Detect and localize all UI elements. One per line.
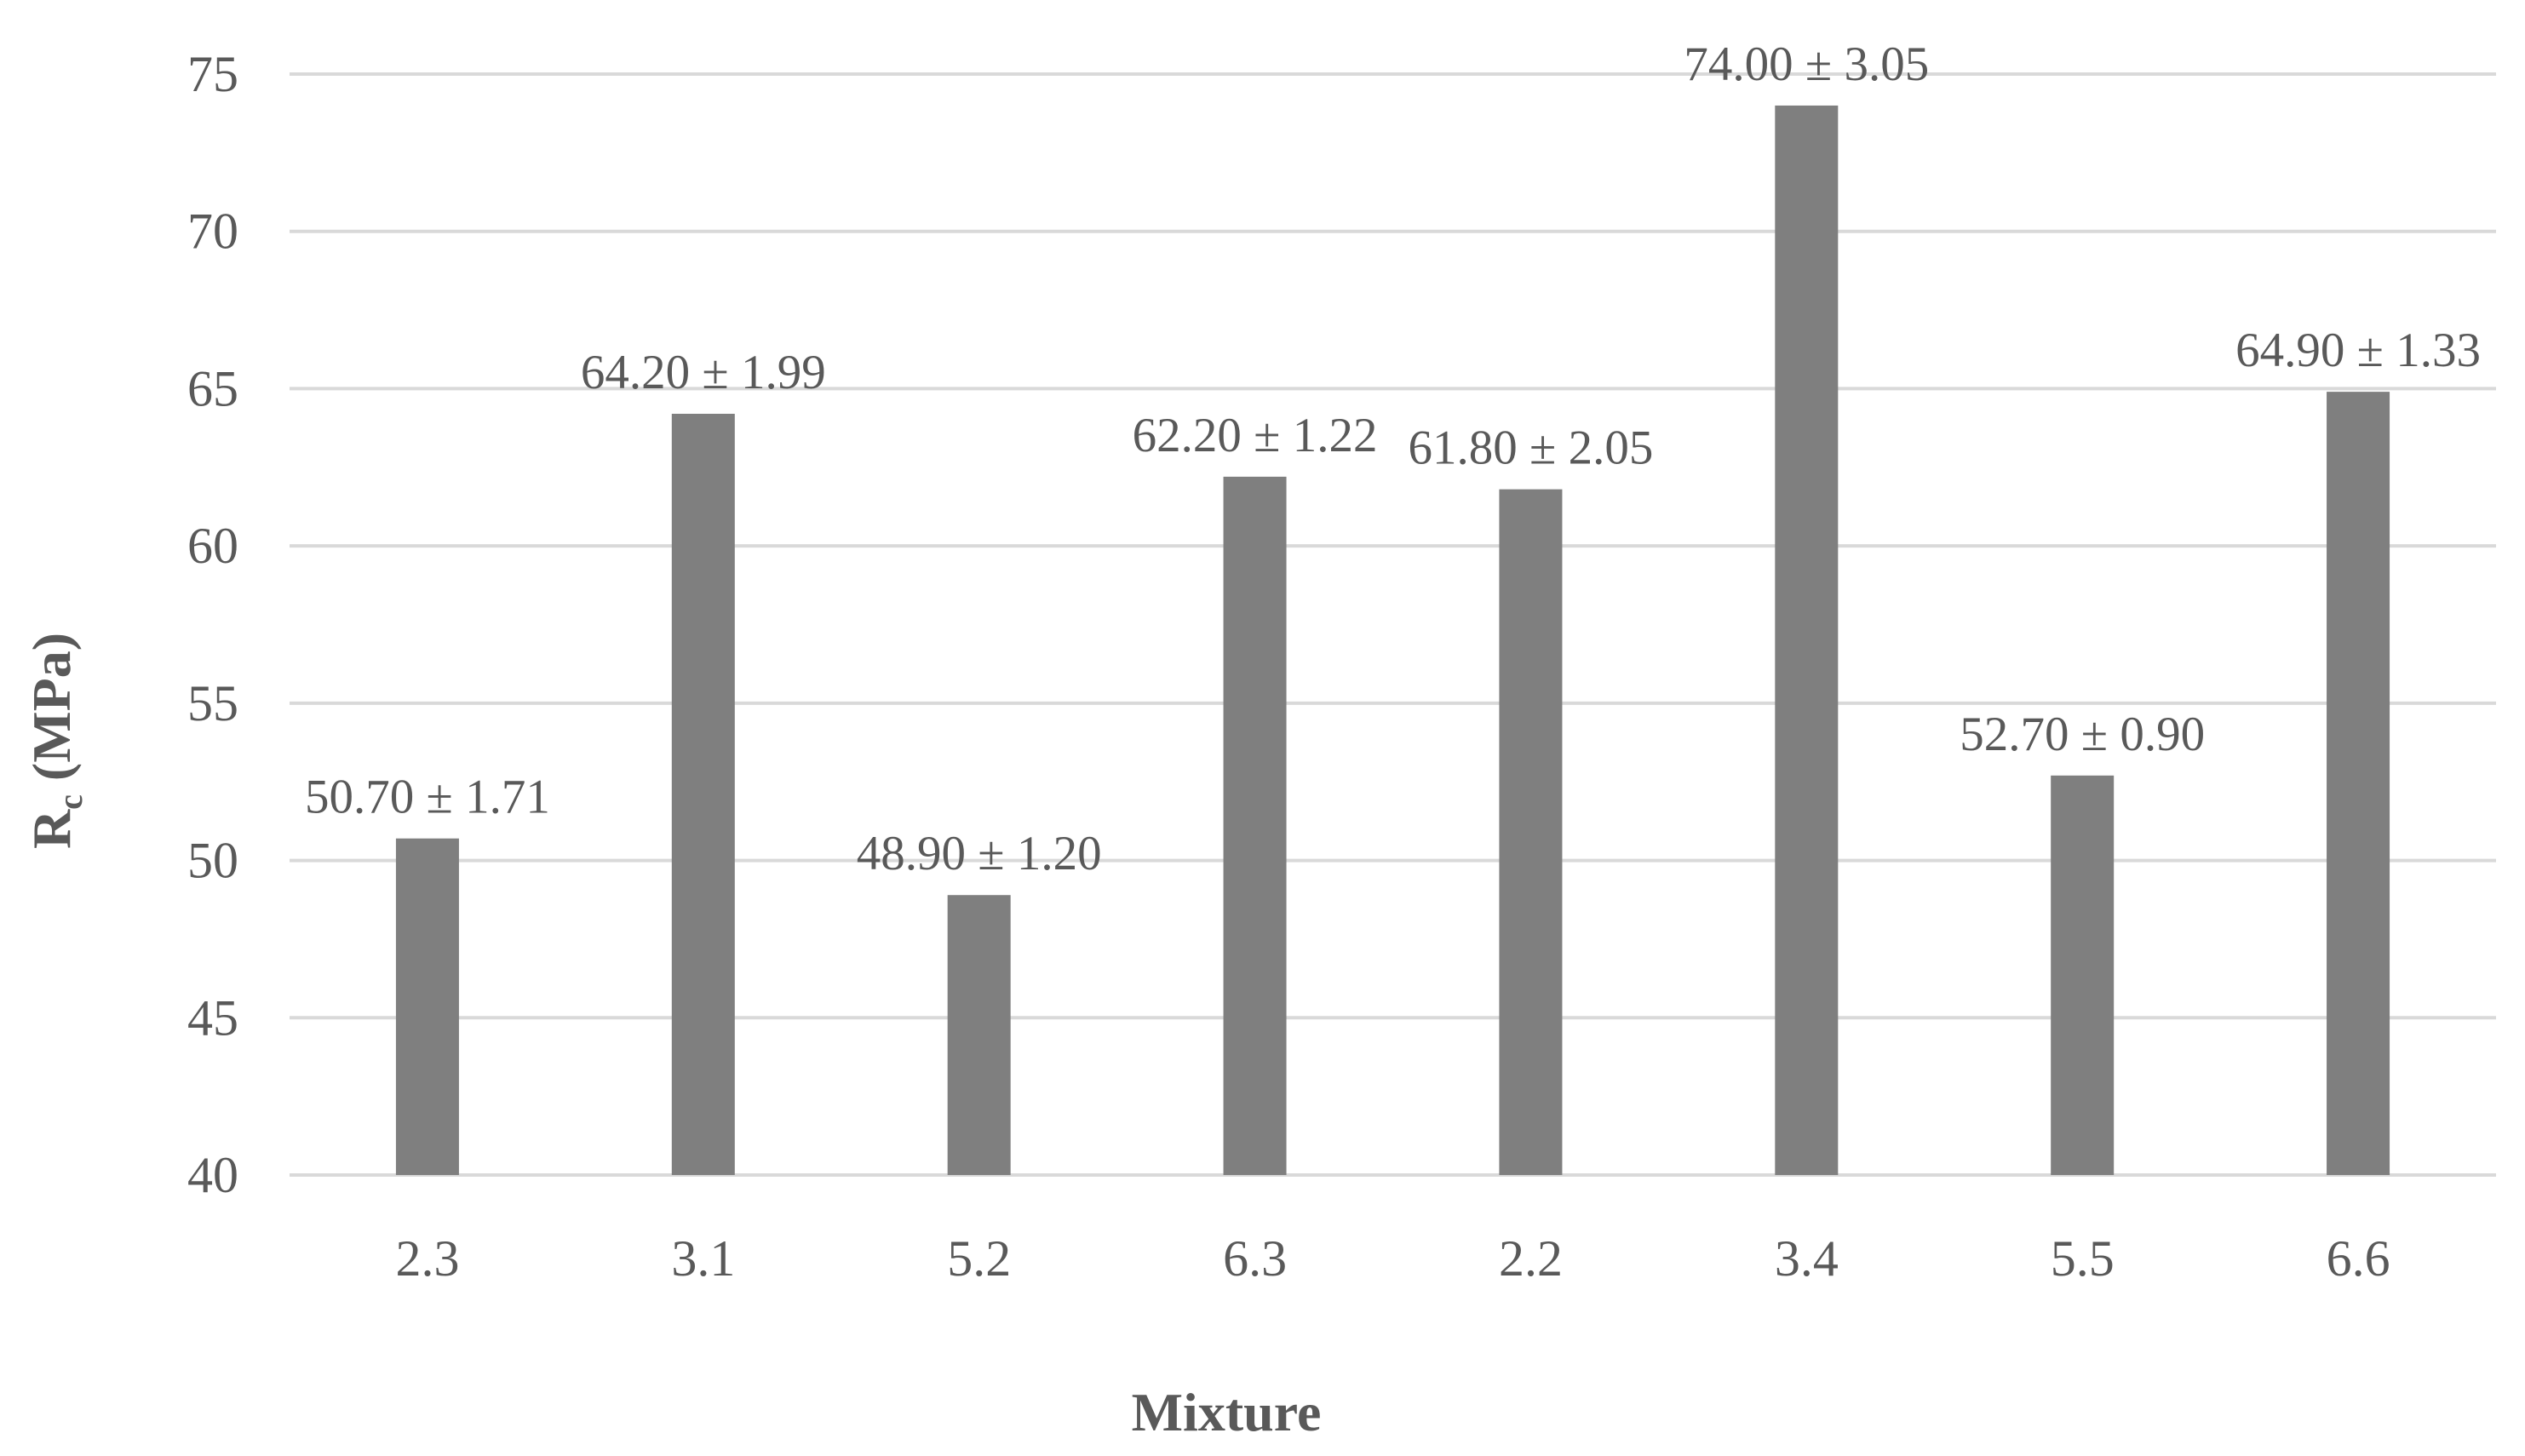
y-tick-label: 75 — [187, 46, 238, 102]
y-tick-label: 70 — [187, 203, 238, 260]
y-axis-title: Rc (MPa) — [21, 633, 89, 849]
x-tick-label: 3.4 — [1775, 1230, 1839, 1287]
value-label: 62.20 ± 1.22 — [1133, 409, 1378, 462]
x-tick-label: 6.6 — [2327, 1230, 2390, 1287]
y-tick-label: 45 — [187, 989, 238, 1046]
y-tick-label: 40 — [187, 1147, 238, 1203]
y-tick-label: 65 — [187, 360, 238, 416]
value-label: 61.80 ± 2.05 — [1409, 421, 1654, 475]
y-tick-label: 60 — [187, 518, 238, 574]
bar — [1775, 105, 1839, 1175]
value-label: 74.00 ± 3.05 — [1684, 37, 1929, 91]
y-tick-label: 55 — [187, 675, 238, 731]
value-label: 48.90 ± 1.20 — [857, 827, 1102, 880]
x-tick-label: 2.2 — [1499, 1230, 1563, 1287]
y-axis-title-unit: (MPa) — [21, 633, 82, 781]
bar — [2051, 775, 2115, 1175]
y-axis-title-space — [21, 781, 82, 794]
bar — [1223, 476, 1287, 1175]
bar — [671, 413, 735, 1175]
bar — [395, 838, 459, 1175]
value-label: 52.70 ± 0.90 — [1960, 708, 2205, 761]
bar — [1499, 489, 1563, 1175]
x-tick-label: 5.5 — [2051, 1230, 2115, 1287]
x-tick-label: 6.3 — [1223, 1230, 1287, 1287]
bar — [947, 895, 1011, 1175]
value-label: 64.20 ± 1.99 — [581, 346, 826, 399]
x-tick-label: 3.1 — [671, 1230, 735, 1287]
value-label: 50.70 ± 1.71 — [305, 771, 550, 824]
y-axis-title-main: R — [21, 809, 82, 849]
bar — [2327, 392, 2390, 1175]
y-axis-title-sub: c — [51, 794, 89, 810]
x-axis-title: Mixture — [1132, 1382, 1322, 1442]
x-tick-label: 5.2 — [947, 1230, 1011, 1287]
x-tick-label: 2.3 — [395, 1230, 459, 1287]
value-label: 64.90 ± 1.33 — [2235, 324, 2481, 377]
y-tick-label: 50 — [187, 833, 238, 889]
